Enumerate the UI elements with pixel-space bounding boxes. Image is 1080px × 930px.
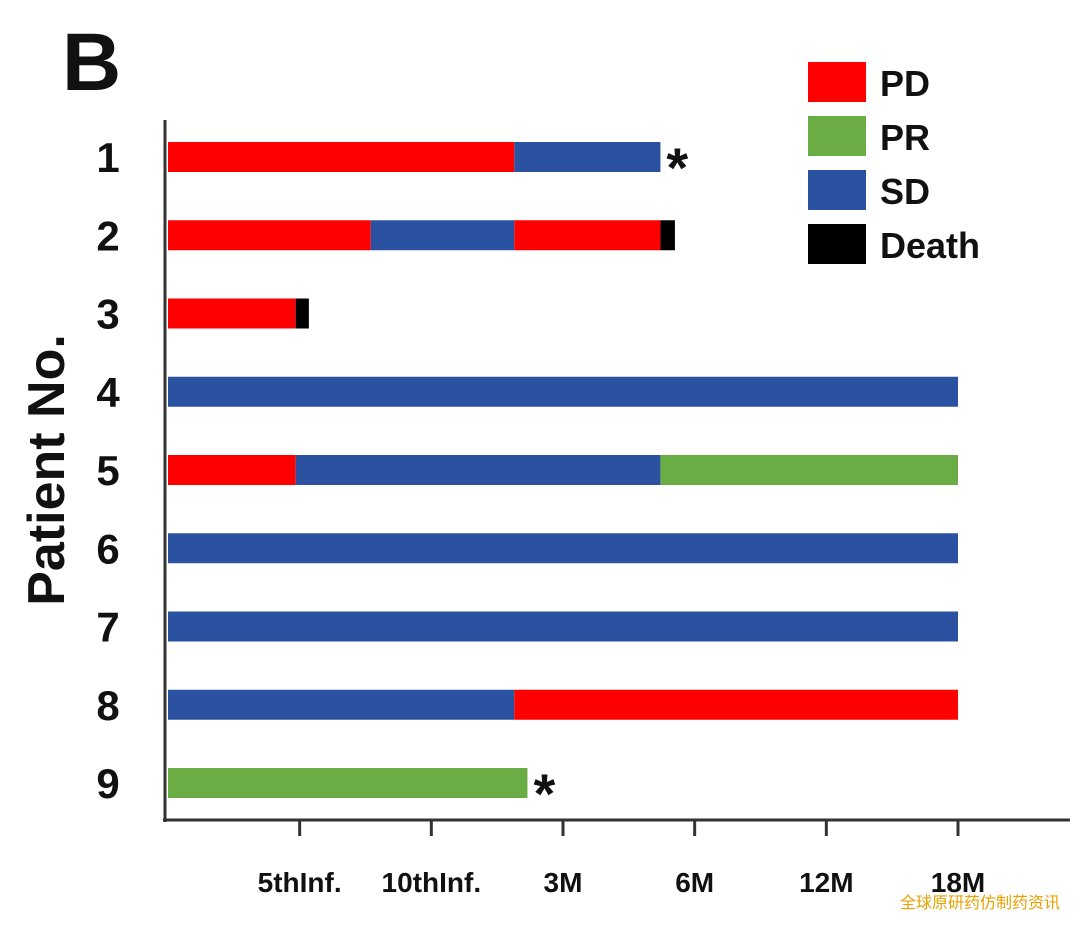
x-tick-label: 5thInf. — [258, 867, 342, 898]
bar-segment — [514, 142, 661, 172]
bar-segment — [168, 376, 958, 407]
legend-swatch — [808, 116, 866, 156]
x-tick-label: 6M — [675, 867, 714, 898]
bar-segment — [295, 298, 309, 329]
bar-segment — [168, 220, 371, 251]
legend-label: Death — [880, 225, 980, 266]
y-axis-title: Patient No. — [18, 334, 76, 606]
bar-segment — [168, 142, 515, 172]
y-tick-label: 1 — [96, 134, 119, 181]
x-tick-label: 10thInf. — [382, 867, 482, 898]
legend-label: PD — [880, 63, 930, 104]
bar-segment — [168, 298, 296, 329]
bar-segment — [168, 768, 528, 798]
bar-segment — [168, 455, 296, 485]
bar-segment — [168, 611, 958, 642]
bar-segment — [660, 455, 958, 485]
bar-segment — [514, 220, 661, 251]
bar-segment — [295, 455, 661, 485]
y-tick-label: 9 — [96, 760, 119, 807]
x-tick-label: 3M — [544, 867, 583, 898]
y-tick-label: 2 — [96, 212, 119, 259]
bar-marker: * — [533, 762, 555, 825]
x-tick-label: 18M — [931, 867, 985, 898]
bar-segment — [168, 689, 515, 720]
legend-swatch — [808, 170, 866, 210]
y-tick-label: 8 — [96, 682, 119, 729]
legend-swatch — [808, 224, 866, 264]
bar-segment — [660, 220, 675, 251]
legend-swatch — [808, 62, 866, 102]
bar-segment — [514, 689, 958, 720]
panel-label: B — [62, 17, 121, 108]
bar-segment — [168, 533, 958, 564]
y-tick-label: 5 — [96, 447, 119, 494]
y-tick-label: 6 — [96, 525, 119, 572]
bar-segment — [370, 220, 515, 251]
legend-label: PR — [880, 117, 930, 158]
y-tick-label: 3 — [96, 291, 119, 338]
y-tick-label: 4 — [96, 369, 120, 416]
legend-label: SD — [880, 171, 930, 212]
watermark: 全球原研药仿制药资讯 — [900, 894, 1060, 912]
x-tick-label: 12M — [799, 867, 853, 898]
bar-marker: * — [666, 136, 688, 199]
y-tick-label: 7 — [96, 604, 119, 651]
